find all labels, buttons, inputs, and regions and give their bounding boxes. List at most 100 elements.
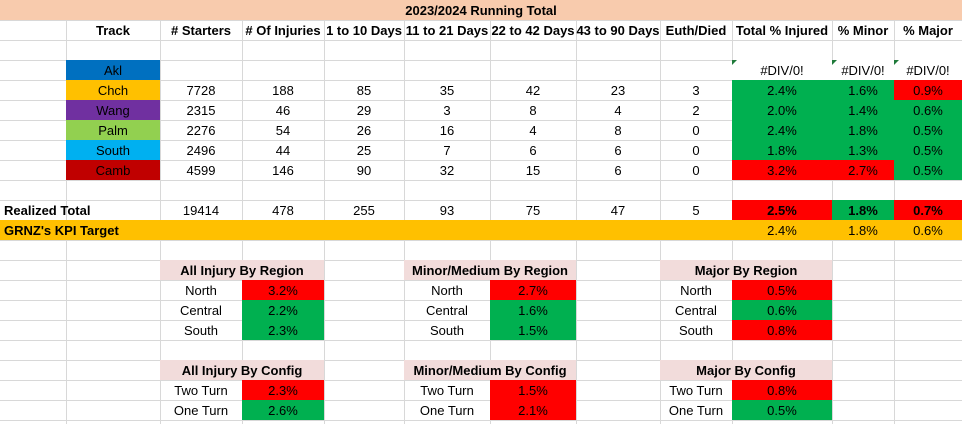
summary-row-value[interactable]: 1.6%: [490, 300, 576, 320]
realized-euth-cell[interactable]: 5: [692, 202, 700, 218]
summary-row-label[interactable]: Central: [675, 302, 717, 318]
track-minor-pct-cell[interactable]: 1.8%: [832, 120, 894, 140]
summary-row-label[interactable]: Two Turn: [669, 382, 723, 398]
track-d43_90-cell[interactable]: 4: [614, 102, 622, 118]
summary-row-label[interactable]: One Turn: [419, 402, 475, 418]
realized-d22_42-cell[interactable]: 75: [525, 202, 541, 218]
summary-all-injury-region-title[interactable]: All Injury By Region: [160, 260, 324, 280]
header-1-10-days[interactable]: 1 to 10 Days: [326, 22, 402, 38]
track-name-cell[interactable]: South: [66, 140, 160, 160]
summary-row-value[interactable]: 0.8%: [732, 380, 832, 400]
track-euth-cell[interactable]: 0: [692, 122, 700, 138]
kpi-minor-pct[interactable]: 1.8%: [832, 220, 894, 240]
summary-row-label[interactable]: Two Turn: [174, 382, 228, 398]
summary-row-label[interactable]: South: [184, 322, 218, 338]
track-euth-cell[interactable]: [660, 60, 732, 80]
track-starters-cell[interactable]: 7728: [186, 82, 216, 98]
summary-row-label[interactable]: North: [185, 282, 217, 298]
track-major-pct-cell[interactable]: 0.5%: [894, 160, 962, 180]
header-43-90-days[interactable]: 43 to 90 Days: [576, 22, 660, 38]
track-d1_10-cell[interactable]: 29: [356, 102, 372, 118]
track-d22_42-cell[interactable]: [490, 60, 576, 80]
track-d22_42-cell[interactable]: 15: [525, 162, 541, 178]
track-d1_10-cell[interactable]: 90: [356, 162, 372, 178]
summary-row-value[interactable]: 2.7%: [490, 280, 576, 300]
track-d11_21-cell[interactable]: 16: [439, 122, 455, 138]
summary-row-value[interactable]: 2.1%: [490, 400, 576, 420]
track-minor-pct-cell[interactable]: 1.3%: [832, 140, 894, 160]
track-d22_42-cell[interactable]: 6: [529, 142, 537, 158]
track-d11_21-cell[interactable]: 32: [439, 162, 455, 178]
track-d43_90-cell[interactable]: 6: [614, 162, 622, 178]
realized-d43_90-cell[interactable]: 47: [610, 202, 626, 218]
track-d22_42-cell[interactable]: 8: [529, 102, 537, 118]
summary-row-value[interactable]: 0.5%: [732, 280, 832, 300]
track-total-pct-cell[interactable]: 2.4%: [732, 120, 832, 140]
track-starters-cell[interactable]: 4599: [186, 162, 216, 178]
sheet-title[interactable]: 2023/2024 Running Total: [0, 0, 962, 20]
track-minor-pct-cell[interactable]: 1.6%: [832, 80, 894, 100]
track-d11_21-cell[interactable]: [404, 60, 490, 80]
track-euth-cell[interactable]: 2: [692, 102, 700, 118]
track-major-pct-cell[interactable]: 0.9%: [894, 80, 962, 100]
track-d1_10-cell[interactable]: 26: [356, 122, 372, 138]
realized-d11_21-cell[interactable]: 93: [439, 202, 455, 218]
summary-row-label[interactable]: Central: [426, 302, 468, 318]
track-d43_90-cell[interactable]: 8: [614, 122, 622, 138]
header-euth-died[interactable]: Euth/Died: [665, 22, 727, 38]
header-major-pct[interactable]: % Major: [903, 22, 953, 38]
track-injuries-cell[interactable]: 54: [275, 122, 291, 138]
summary-minor-config-title[interactable]: Minor/Medium By Config: [404, 360, 576, 380]
track-d11_21-cell[interactable]: 35: [439, 82, 455, 98]
summary-minor-region-title[interactable]: Minor/Medium By Region: [404, 260, 576, 280]
track-d43_90-cell[interactable]: 6: [614, 142, 622, 158]
summary-row-label[interactable]: North: [680, 282, 712, 298]
track-total-pct-cell[interactable]: 1.8%: [732, 140, 832, 160]
track-total-pct-cell[interactable]: #DIV/0!: [732, 60, 832, 80]
track-injuries-cell[interactable]: 146: [272, 162, 294, 178]
track-euth-cell[interactable]: 0: [692, 162, 700, 178]
track-d43_90-cell[interactable]: [576, 60, 660, 80]
kpi-total-pct[interactable]: 2.4%: [732, 220, 832, 240]
header-track[interactable]: Track: [96, 22, 130, 38]
track-major-pct-cell[interactable]: 0.5%: [894, 140, 962, 160]
summary-row-value[interactable]: 2.3%: [242, 380, 324, 400]
summary-row-value[interactable]: 1.5%: [490, 380, 576, 400]
summary-row-value[interactable]: 3.2%: [242, 280, 324, 300]
summary-row-label[interactable]: Central: [180, 302, 222, 318]
track-major-pct-cell[interactable]: #DIV/0!: [894, 60, 962, 80]
track-minor-pct-cell[interactable]: #DIV/0!: [832, 60, 894, 80]
summary-row-label[interactable]: South: [430, 322, 464, 338]
summary-row-label[interactable]: North: [431, 282, 463, 298]
summary-row-label[interactable]: Two Turn: [420, 382, 474, 398]
track-injuries-cell[interactable]: 188: [272, 82, 294, 98]
summary-row-value[interactable]: 2.2%: [242, 300, 324, 320]
track-d1_10-cell[interactable]: [324, 60, 404, 80]
track-total-pct-cell[interactable]: 2.0%: [732, 100, 832, 120]
track-name-cell[interactable]: Camb: [66, 160, 160, 180]
realized-injuries-cell[interactable]: 478: [272, 202, 294, 218]
track-name-cell[interactable]: Wang: [66, 100, 160, 120]
kpi-major-pct[interactable]: 0.6%: [894, 220, 962, 240]
track-starters-cell[interactable]: [160, 60, 242, 80]
track-major-pct-cell[interactable]: 0.6%: [894, 100, 962, 120]
header-starters[interactable]: # Starters: [171, 22, 231, 38]
track-starters-cell[interactable]: 2496: [186, 142, 216, 158]
track-d1_10-cell[interactable]: 25: [356, 142, 372, 158]
summary-row-value[interactable]: 1.5%: [490, 320, 576, 340]
track-minor-pct-cell[interactable]: 2.7%: [832, 160, 894, 180]
track-d22_42-cell[interactable]: 42: [525, 82, 541, 98]
track-d11_21-cell[interactable]: 7: [443, 142, 451, 158]
track-total-pct-cell[interactable]: 2.4%: [732, 80, 832, 100]
summary-row-value[interactable]: 2.3%: [242, 320, 324, 340]
track-name-cell[interactable]: Akl: [66, 60, 160, 80]
track-injuries-cell[interactable]: [242, 60, 324, 80]
track-injuries-cell[interactable]: 46: [275, 102, 291, 118]
realized-d1_10-cell[interactable]: 255: [353, 202, 375, 218]
summary-all-injury-config-title[interactable]: All Injury By Config: [160, 360, 324, 380]
header-11-21-days[interactable]: 11 to 21 Days: [405, 22, 489, 38]
track-euth-cell[interactable]: 3: [692, 82, 700, 98]
track-euth-cell[interactable]: 0: [692, 142, 700, 158]
summary-major-region-title[interactable]: Major By Region: [660, 260, 832, 280]
track-d1_10-cell[interactable]: 85: [356, 82, 372, 98]
